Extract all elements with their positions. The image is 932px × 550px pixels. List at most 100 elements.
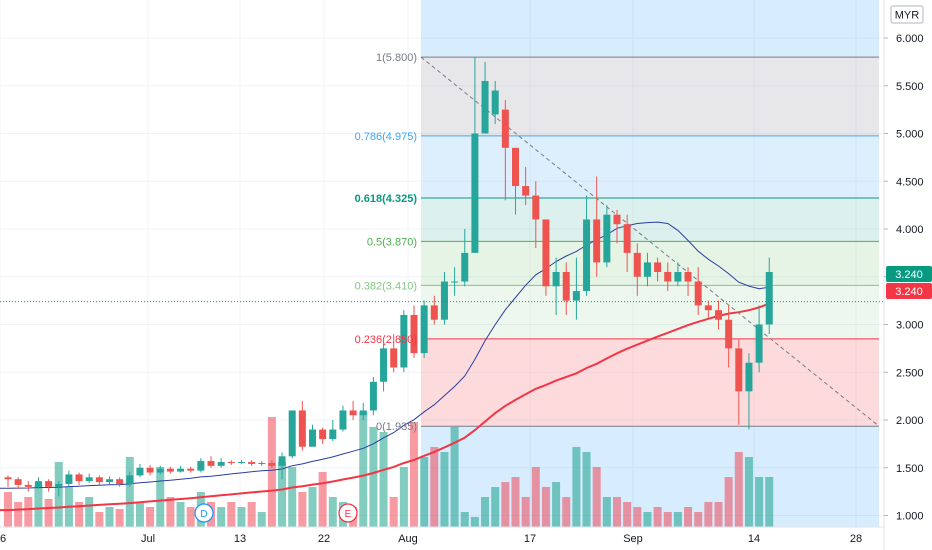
x-tick-label: Sep (623, 533, 643, 545)
currency-badge[interactable] (890, 5, 924, 24)
candle-body (745, 362, 753, 392)
candle-body (532, 195, 540, 220)
candle-body (4, 477, 12, 480)
candle-body (14, 479, 22, 485)
volume-bar (44, 499, 53, 527)
candle-body (126, 475, 134, 484)
candle-body (765, 271, 773, 325)
volume-bar (481, 497, 490, 527)
volume-bar (430, 447, 439, 527)
y-tick-label: 1.000 (896, 511, 924, 523)
candle-body (24, 484, 32, 487)
time-axis[interactable]: 6 Jul 13 22 Aug 17 Sep 14 28 (0, 533, 862, 545)
candle-body (491, 90, 499, 115)
fib-zone (421, 135, 879, 198)
candle-body (207, 461, 215, 466)
candle-body (116, 479, 124, 484)
fib-level-label: 1(5.800) (376, 52, 417, 64)
volume-bar (694, 512, 703, 527)
candle-body (278, 456, 286, 466)
candle-body (715, 310, 722, 320)
volume-bar (602, 497, 611, 527)
event-marker-circle (194, 503, 214, 523)
volume-bar (765, 477, 774, 527)
volume-bar (613, 497, 621, 527)
candle-body (156, 468, 164, 473)
x-tick-label: 14 (748, 533, 760, 545)
candle-body (593, 219, 601, 263)
candle-body (643, 262, 651, 277)
candle-body (735, 348, 743, 392)
candle-body (583, 219, 591, 292)
volume-bar (724, 477, 733, 527)
volume-bar (14, 502, 23, 527)
candle-body (623, 224, 631, 253)
volume-bar (643, 512, 652, 527)
candle-body (562, 271, 570, 301)
candle-body (95, 477, 103, 483)
candle-body (420, 305, 428, 354)
volume-bar (267, 417, 276, 527)
volume-bar (501, 482, 510, 527)
candle-body (258, 462, 266, 464)
price-axis[interactable]: 6.0005.5005.0004.5004.0003.5003.0002.500… (884, 33, 924, 550)
candle-body (349, 410, 357, 416)
candle-body (400, 314, 408, 368)
volume-bar (633, 507, 642, 527)
x-tick-label: 17 (524, 533, 536, 545)
fib-level-label: 0.786(4.975) (355, 131, 417, 143)
volume-bar (684, 507, 693, 527)
volume-bar (511, 477, 520, 527)
fib-trend-line[interactable] (420, 56, 880, 427)
volume-bars (4, 412, 774, 527)
volume-bar (592, 467, 601, 527)
volume-bar (288, 467, 297, 527)
candle-body (106, 479, 113, 483)
fib-zone (421, 285, 879, 339)
fib-zone (421, 57, 879, 136)
candle-body (136, 467, 144, 476)
x-tick-label: Aug (398, 533, 418, 545)
x-tick-label: 13 (234, 533, 246, 545)
candle-body (369, 381, 377, 411)
fib-level-label: 0(1.935) (376, 421, 417, 433)
candle-body (380, 348, 388, 382)
volume-bar (328, 497, 337, 527)
y-tick-label: 2.500 (896, 367, 924, 379)
last-price-badge (886, 266, 932, 282)
volume-bar (572, 447, 581, 527)
volume-bar (125, 457, 134, 527)
volume-bar (308, 487, 317, 527)
volume-bar (135, 502, 144, 527)
candle-body (704, 305, 712, 311)
fib-level-label: 0.382(3.410) (355, 280, 417, 292)
volume-bar (470, 517, 479, 527)
candle-body (613, 214, 621, 225)
volume-bar (186, 507, 195, 527)
x-tick-label: Jul (141, 533, 155, 545)
fib-zone (421, 338, 879, 427)
moving-averages (0, 221, 770, 512)
y-tick-label: 6.000 (896, 33, 924, 45)
candles (4, 57, 773, 497)
volume-bar (379, 432, 388, 527)
fibonacci-zones (421, 0, 879, 527)
last-price-value-2: 3.240 (895, 286, 923, 298)
candle-body (674, 271, 682, 282)
volume-bar (257, 512, 266, 527)
fib-level-label: 0.618(4.325) (355, 193, 418, 205)
x-tick-label: 6 (0, 533, 6, 545)
candle-body (319, 429, 327, 440)
volume-bar (369, 427, 378, 527)
volume-bar (450, 427, 459, 527)
volume-bar (95, 512, 104, 527)
candle-body (248, 462, 256, 464)
x-tick-label: 28 (850, 533, 862, 545)
volume-bar (663, 512, 672, 527)
candle-body (471, 133, 479, 253)
candle-body (481, 80, 489, 134)
volume-bar (278, 462, 287, 527)
candle-body (572, 291, 580, 301)
